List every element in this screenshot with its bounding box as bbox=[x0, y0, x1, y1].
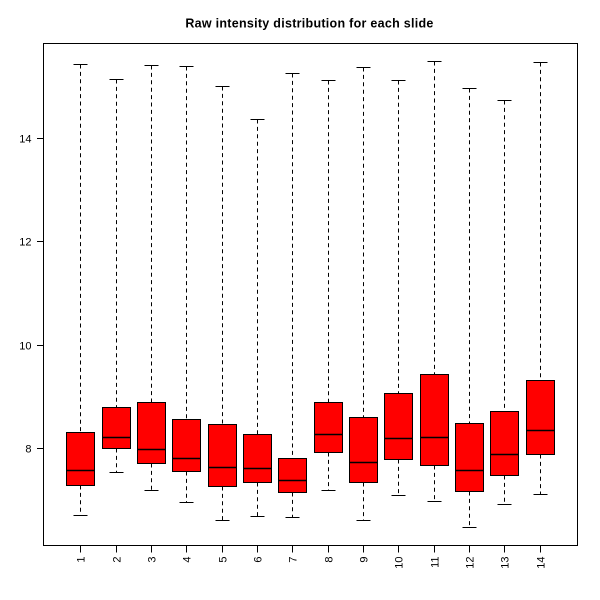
svg-text:10: 10 bbox=[19, 340, 31, 352]
svg-text:1: 1 bbox=[76, 557, 88, 563]
svg-text:10: 10 bbox=[394, 557, 406, 569]
svg-text:14: 14 bbox=[536, 557, 548, 569]
svg-text:13: 13 bbox=[500, 557, 512, 569]
svg-text:12: 12 bbox=[19, 236, 31, 248]
svg-text:4: 4 bbox=[182, 557, 194, 563]
svg-text:8: 8 bbox=[324, 557, 336, 563]
svg-text:3: 3 bbox=[147, 557, 159, 563]
svg-text:6: 6 bbox=[253, 557, 265, 563]
svg-text:2: 2 bbox=[112, 557, 124, 563]
svg-text:14: 14 bbox=[19, 133, 31, 145]
svg-text:11: 11 bbox=[430, 557, 442, 568]
svg-text:7: 7 bbox=[288, 557, 300, 563]
svg-text:5: 5 bbox=[218, 557, 230, 563]
svg-text:8: 8 bbox=[25, 443, 31, 455]
svg-text:12: 12 bbox=[465, 557, 477, 569]
svg-text:Raw intensity distribution for: Raw intensity distribution for each slid… bbox=[185, 17, 433, 31]
svg-text:9: 9 bbox=[359, 557, 371, 563]
